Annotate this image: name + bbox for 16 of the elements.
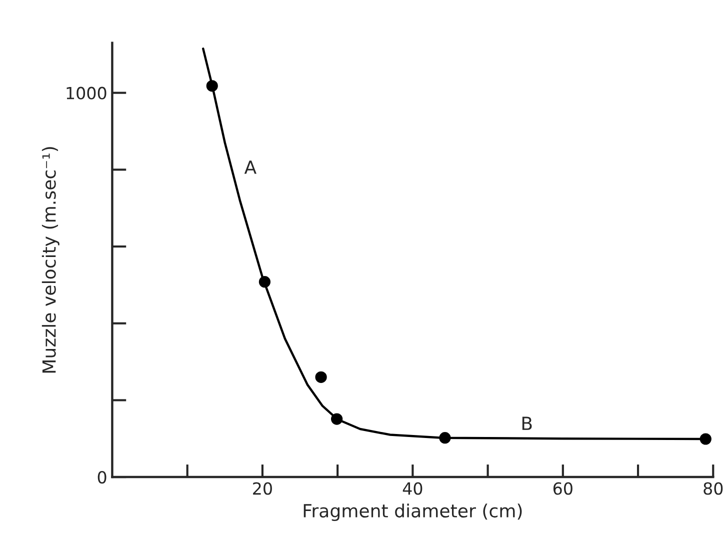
x-tick-label: 40 (402, 482, 422, 495)
y-tick-label: 1000 (66, 86, 106, 100)
x-tick-label: 20 (253, 482, 272, 495)
y-axis-title: Muzzle velocity (m.sec⁻¹) (42, 147, 60, 373)
x-axis-title: Fragment diameter (cm) (304, 504, 522, 522)
point (258, 276, 271, 288)
point (700, 433, 712, 445)
point (331, 413, 343, 425)
x-tick-label: 80 (704, 482, 723, 495)
y-tick-label: 0 (98, 471, 106, 484)
annotation: A (244, 160, 256, 174)
point (439, 432, 451, 444)
point (315, 371, 327, 383)
x-tick-label: 60 (553, 482, 572, 495)
point (206, 80, 218, 92)
annotation: B (522, 416, 532, 430)
